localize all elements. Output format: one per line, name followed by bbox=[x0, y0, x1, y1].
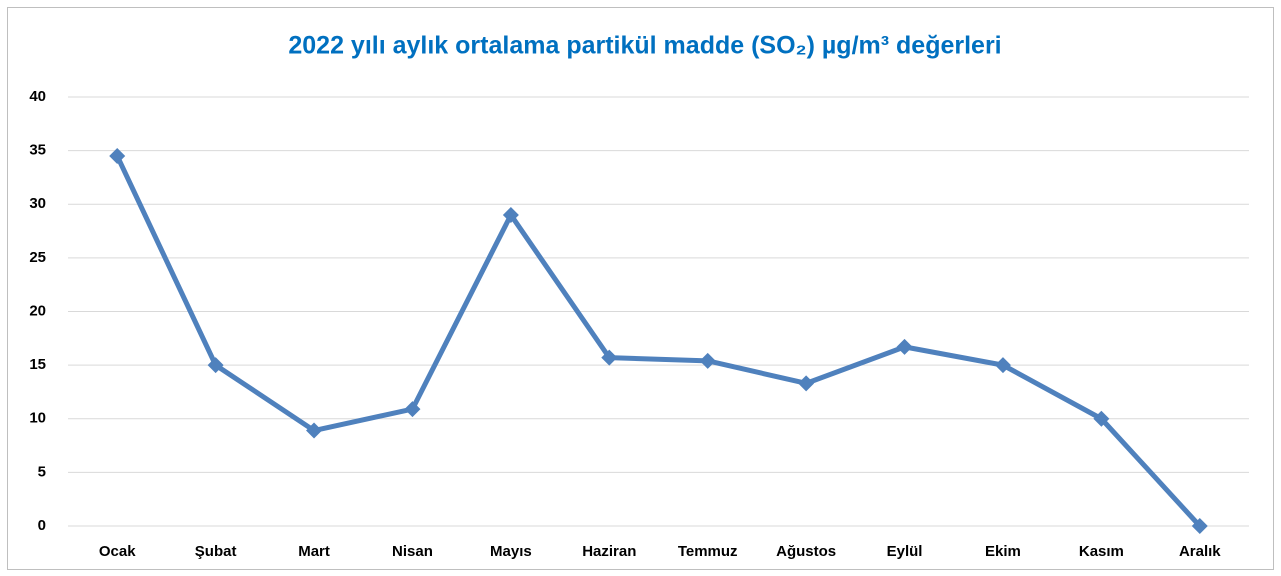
data-point bbox=[896, 338, 913, 355]
x-tick-label: Ocak bbox=[99, 543, 136, 560]
x-tick-label: Eylül bbox=[887, 543, 923, 560]
y-tick-label: 30 bbox=[29, 195, 46, 212]
data-point bbox=[109, 147, 126, 164]
data-point bbox=[798, 375, 815, 392]
y-tick-label: 35 bbox=[29, 142, 46, 159]
y-tick-label: 0 bbox=[38, 517, 46, 534]
x-tick-label: Ekim bbox=[985, 543, 1021, 560]
x-tick-label: Nisan bbox=[392, 543, 433, 560]
series-line bbox=[114, 154, 1202, 528]
x-tick-label: Ağustos bbox=[776, 543, 836, 560]
data-point bbox=[306, 422, 323, 439]
y-tick-label: 5 bbox=[38, 463, 46, 480]
data-point bbox=[404, 401, 421, 418]
y-tick-label: 20 bbox=[29, 302, 46, 319]
x-tick-label: Mayıs bbox=[490, 543, 532, 560]
chart-title: 2022 yılı aylık ortalama partikül madde … bbox=[288, 32, 1001, 60]
x-tick-label: Mart bbox=[298, 543, 330, 560]
y-tick-label: 15 bbox=[29, 356, 46, 373]
x-tick-label: Kasım bbox=[1079, 543, 1124, 560]
y-tick-label: 40 bbox=[29, 88, 46, 105]
x-tick-label: Aralık bbox=[1179, 543, 1221, 560]
data-point bbox=[1093, 410, 1110, 427]
x-tick-label: Haziran bbox=[582, 543, 636, 560]
y-tick-label: 25 bbox=[29, 249, 46, 266]
data-point bbox=[207, 357, 224, 374]
data-point bbox=[994, 357, 1011, 374]
x-tick-label: Şubat bbox=[195, 543, 237, 560]
data-point bbox=[699, 352, 716, 369]
x-tick-label: Temmuz bbox=[678, 543, 738, 560]
y-tick-label: 10 bbox=[29, 410, 46, 427]
data-point bbox=[601, 349, 618, 366]
chart-frame bbox=[7, 7, 1274, 570]
data-point bbox=[502, 206, 519, 223]
data-point bbox=[1191, 518, 1208, 534]
